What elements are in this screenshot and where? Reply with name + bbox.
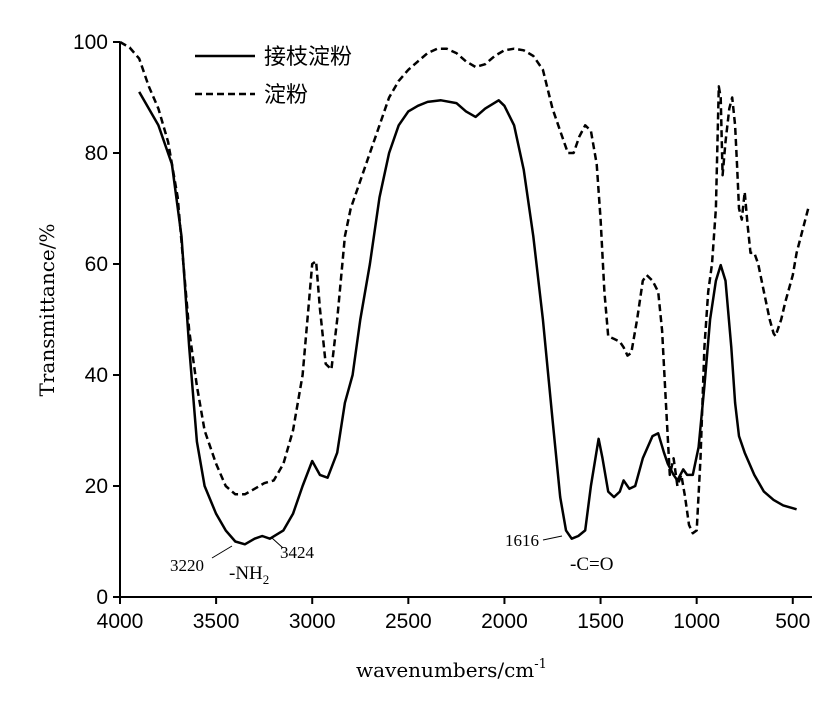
x-tick-label: 1500 bbox=[577, 610, 624, 633]
x-tick-label: 2500 bbox=[385, 610, 432, 633]
annotation-leader-1616 bbox=[542, 535, 563, 541]
annotation-1616: 1616 bbox=[505, 531, 539, 550]
annotation-carbonyl: -C=O bbox=[570, 554, 613, 575]
annotation-nh2: -NH2 bbox=[229, 563, 269, 587]
legend-label-starch: 淀粉 bbox=[264, 83, 308, 108]
annotations: 3220 3424 -NH2 1616 -C=O bbox=[170, 531, 613, 587]
legend-label-grafted-starch: 接枝淀粉 bbox=[264, 45, 352, 70]
y-tick-label: 20 bbox=[85, 475, 108, 498]
x-tick-label: 2000 bbox=[481, 610, 528, 633]
x-tick-label: 4000 bbox=[97, 610, 144, 633]
x-tick-label: 1000 bbox=[673, 610, 720, 633]
y-tick-label: 100 bbox=[73, 31, 108, 54]
annotation-3424: 3424 bbox=[280, 543, 315, 562]
x-tick-label: 3000 bbox=[289, 610, 336, 633]
series-line-grafted-starch bbox=[138, 91, 797, 546]
y-tick-label: 0 bbox=[96, 586, 108, 609]
y-ticks: 0 20 40 60 80 100 bbox=[73, 31, 120, 609]
x-tick-label: 500 bbox=[775, 610, 810, 633]
plot-lines bbox=[119, 40, 810, 546]
y-tick-label: 40 bbox=[85, 364, 108, 387]
series-line-starch bbox=[119, 40, 810, 535]
x-ticks: 4000 3500 3000 2500 2000 1500 1000 500 bbox=[97, 597, 810, 633]
y-tick-label: 80 bbox=[85, 142, 108, 165]
x-axis-title: wavenumbers/cm-1 bbox=[356, 657, 547, 682]
x-tick-label: 3500 bbox=[193, 610, 240, 633]
y-tick-label: 60 bbox=[85, 253, 108, 276]
y-axis-title: Transmittance/% bbox=[35, 224, 59, 397]
annotation-leader-3220 bbox=[211, 545, 233, 559]
legend: 接枝淀粉 淀粉 bbox=[195, 45, 352, 108]
annotation-leader-3424 bbox=[271, 537, 284, 549]
annotation-3220: 3220 bbox=[170, 556, 204, 575]
